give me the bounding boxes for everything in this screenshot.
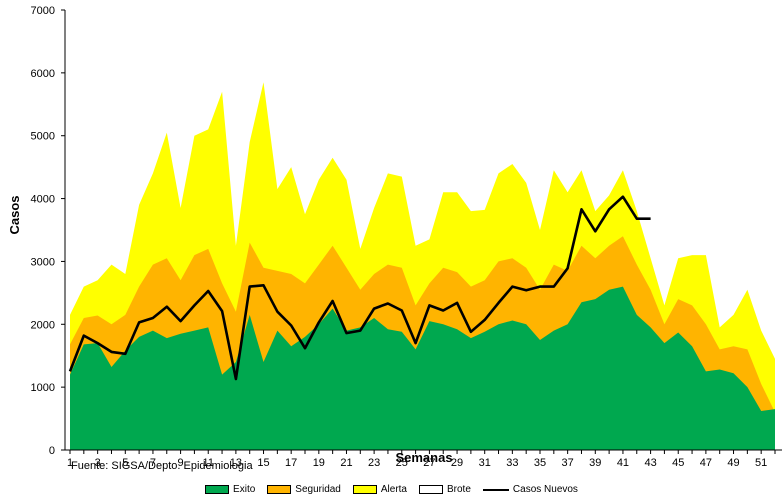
x-tick-label: 39: [589, 457, 601, 469]
x-tick-label: 13: [230, 457, 242, 469]
y-ticks: 0 1000 2000 3000 4000 5000 6000 7000: [31, 5, 65, 457]
legend-label: Casos Nuevos: [512, 484, 578, 495]
y-tick-label: 3000: [31, 256, 55, 268]
x-tick-label: 41: [617, 457, 629, 469]
y-tick-label: 5000: [31, 131, 55, 143]
x-tick-label: 27: [423, 457, 435, 469]
chart-line-layer: [68, 195, 651, 381]
legend-label: Alerta: [380, 484, 407, 495]
legend-swatch: [419, 485, 443, 494]
x-tick-label: 37: [562, 457, 574, 469]
chart-legend: Exito Seguridad Alerta Brote Casos Nuevos: [0, 484, 783, 495]
area-exito: [70, 286, 775, 450]
y-tick-label: 0: [49, 445, 55, 457]
x-tick-label: 3: [95, 457, 101, 469]
x-tick-label: 17: [285, 457, 297, 469]
legend-swatch: [482, 488, 509, 491]
x-tick-label: 51: [755, 457, 767, 469]
legend-label: Exito: [233, 484, 256, 495]
x-tick-label: 33: [506, 457, 518, 469]
x-tick-label: 9: [178, 457, 184, 469]
x-tick-label: 43: [644, 457, 656, 469]
y-tick-label: 4000: [31, 194, 55, 206]
legend-swatch: [267, 485, 292, 494]
legend-item-brote: Brote: [419, 484, 471, 495]
line-casos-nuevos: [68, 195, 651, 381]
x-tick-label: 21: [340, 457, 352, 469]
legend-label: Seguridad: [295, 484, 341, 495]
x-tick-label: 47: [700, 457, 712, 469]
x-tick-label: 19: [313, 457, 325, 469]
x-axis-title: Semanas: [395, 450, 452, 465]
x-tick-label: 29: [451, 457, 463, 469]
x-tick-label: 5: [122, 457, 128, 469]
legend-item-alerta: Alerta: [352, 484, 407, 495]
chart-axes: [64, 10, 782, 451]
legend-item-seguridad: Seguridad: [267, 484, 341, 495]
y-tick-label: 2000: [31, 319, 55, 331]
x-tick-label: 49: [727, 457, 739, 469]
legend-item-exito: Exito: [205, 484, 255, 495]
x-tick-label: 25: [396, 457, 408, 469]
x-ticks: 1 3 5 7 9 11 13 15 17 19 21 23 25 27 29 31 33 35 37 39 41 43 4…: [67, 450, 776, 469]
legend-item-casos-nuevos: Casos Nuevos: [482, 484, 578, 495]
x-tick-label: 7: [150, 457, 156, 469]
legend-swatch: [205, 485, 230, 494]
x-tick-label: 31: [479, 457, 491, 469]
legend-label: Brote: [447, 484, 471, 495]
legend-swatch: [352, 485, 377, 494]
y-axis-title: Casos: [7, 195, 22, 234]
x-tick-label: 1: [67, 457, 73, 469]
source-note: Fuente: SIGSA/Depto. Epidemiologia: [71, 460, 253, 472]
x-tick-label: 35: [534, 457, 546, 469]
y-tick-label: 1000: [31, 382, 55, 394]
x-tick-label: 11: [203, 457, 214, 469]
x-tick-label: 45: [672, 457, 684, 469]
y-tick-label: 6000: [31, 68, 55, 80]
chart-areas: [70, 82, 775, 451]
x-tick-label: 15: [257, 457, 269, 469]
y-tick-label: 7000: [31, 5, 55, 17]
x-tick-label: 23: [368, 457, 380, 469]
